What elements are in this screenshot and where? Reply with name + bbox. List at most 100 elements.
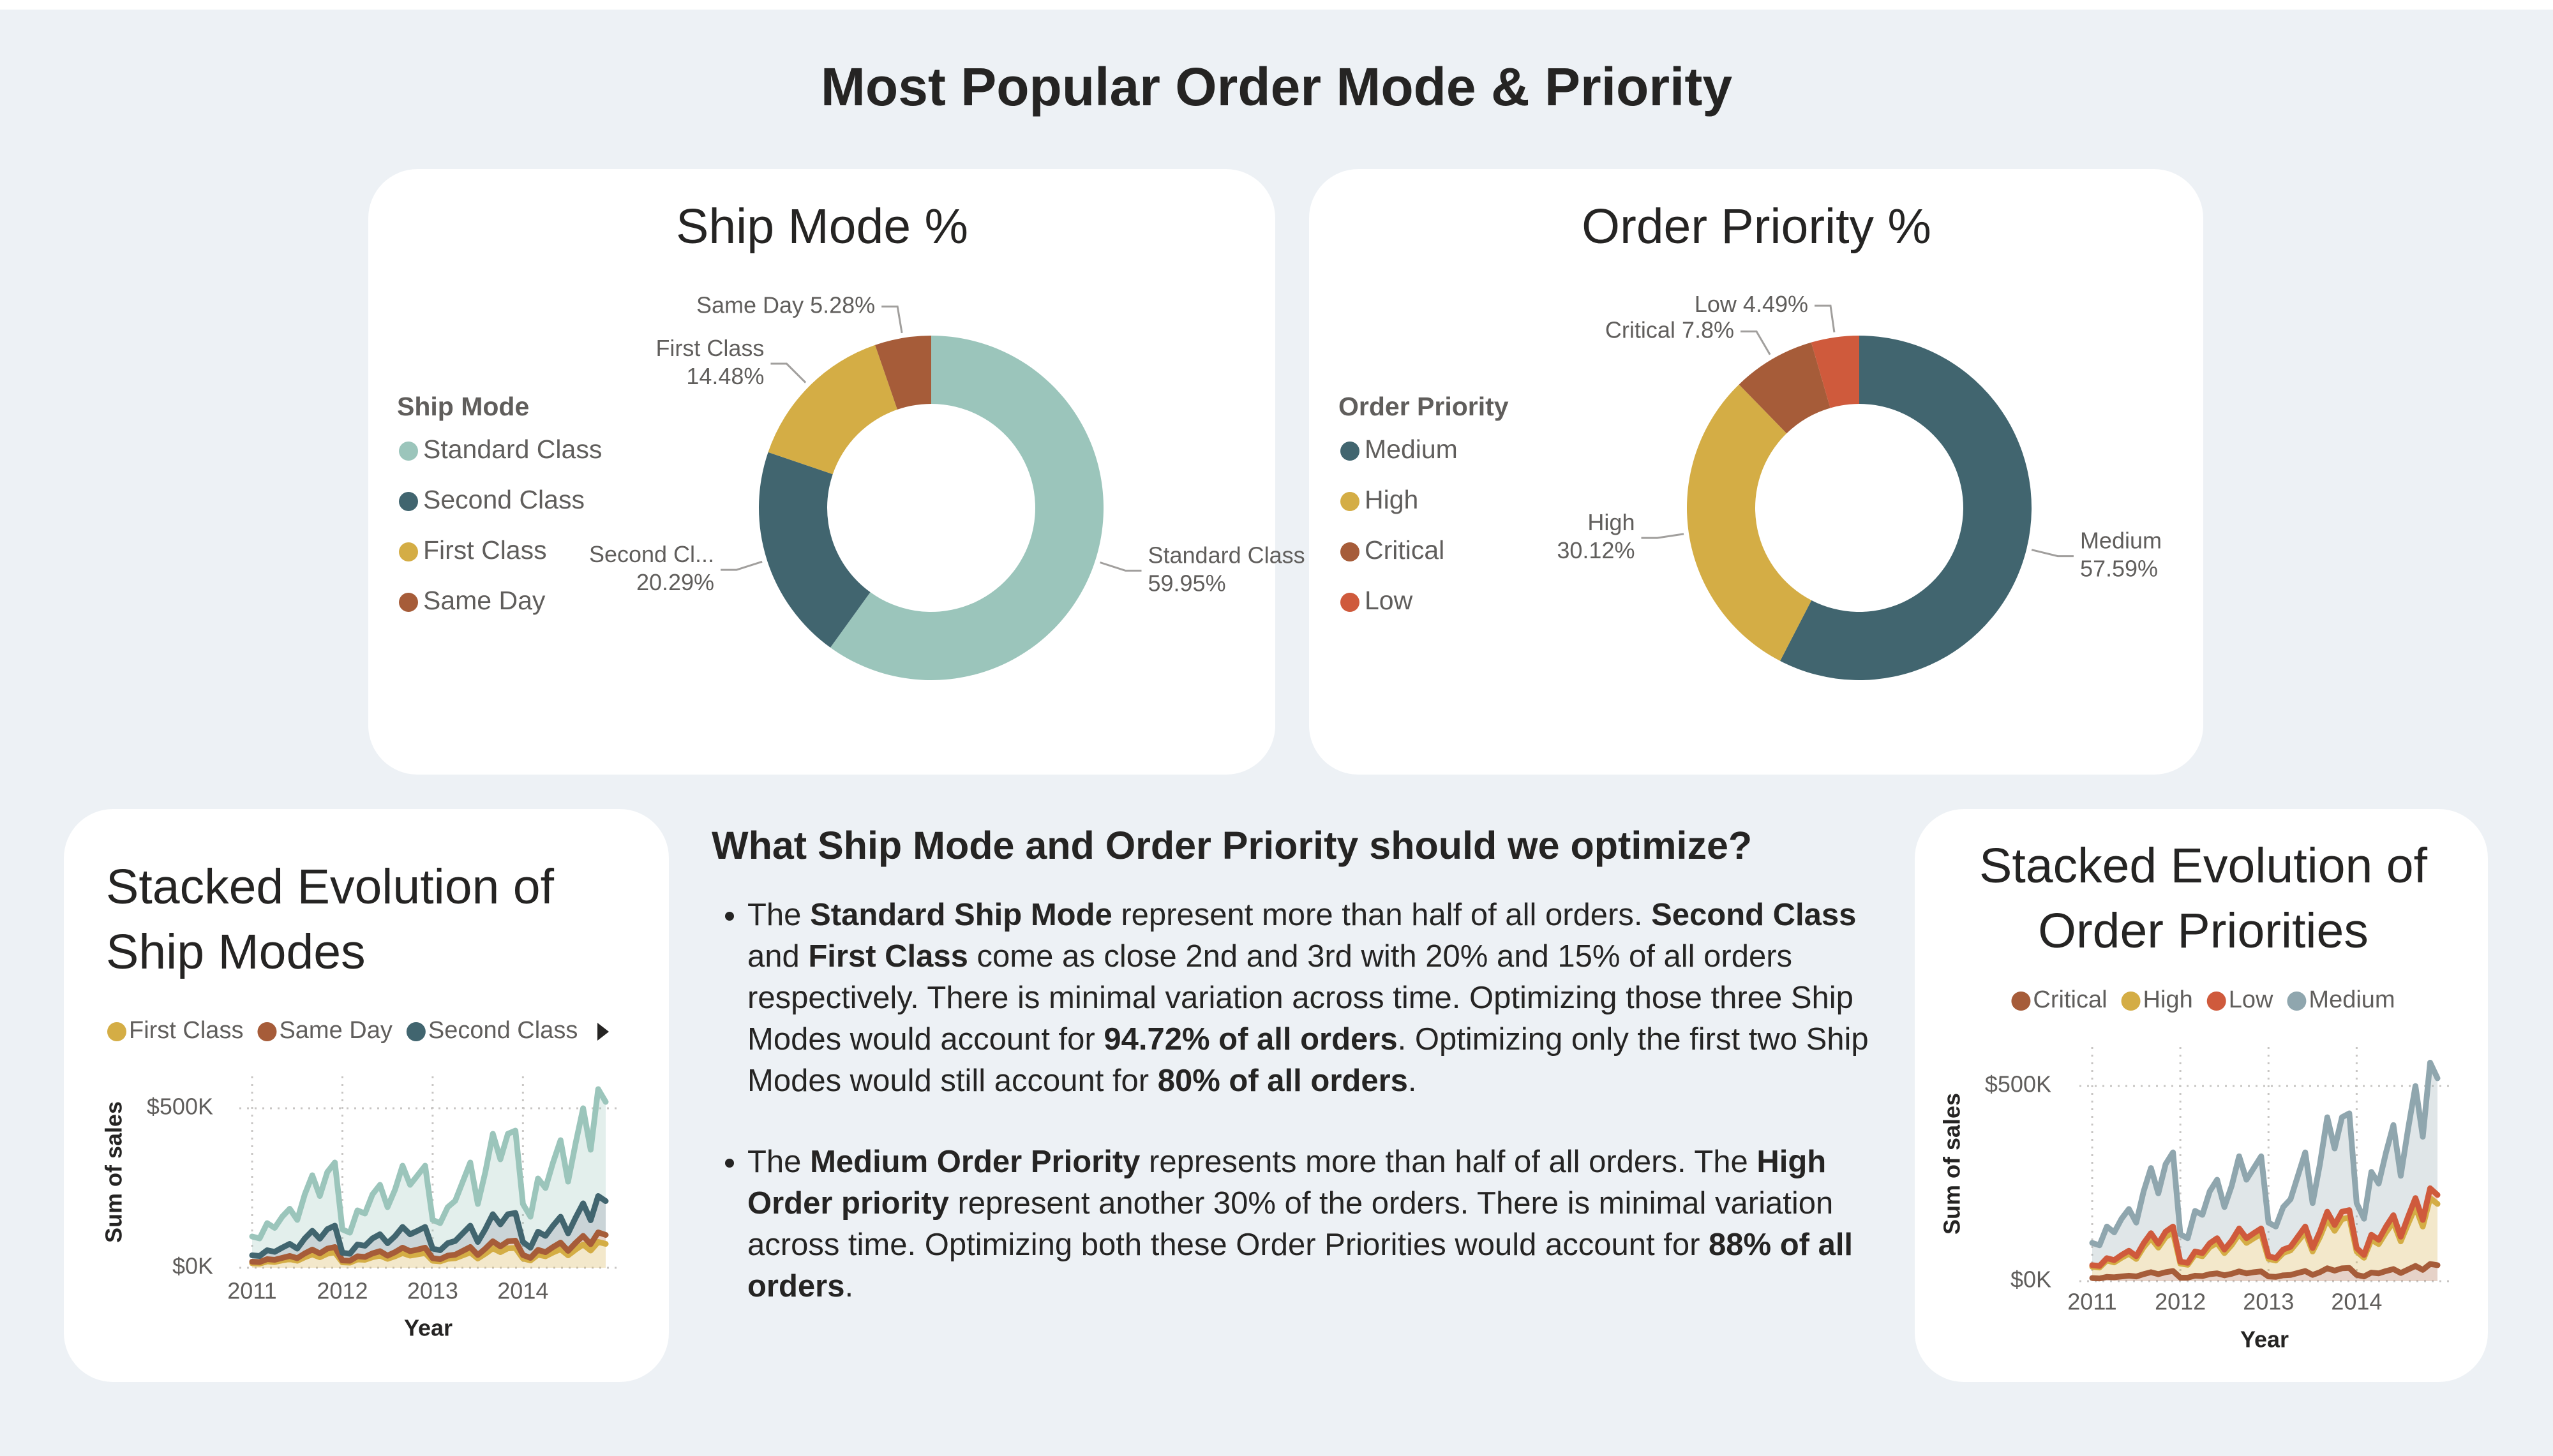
bullet: The Medium Order Priority represents mor…: [747, 1141, 1880, 1307]
donut-slice: [875, 336, 931, 410]
legend-label: First Class: [423, 535, 547, 565]
x-tick-label: 2013: [2243, 1289, 2294, 1315]
chart-title: Stacked Evolution of Ship Modes: [106, 859, 554, 979]
bold-text: 94.72% of all orders: [1104, 1022, 1398, 1057]
leader-line: [2031, 549, 2074, 558]
page-title: Most Popular Order Mode & Priority: [821, 57, 1732, 117]
y-tick-label: $0K: [2010, 1267, 2051, 1293]
legend-label: Medium: [2309, 986, 2395, 1013]
legend-scroll-arrow: [597, 1023, 609, 1041]
bullet-list: The Standard Ship Mode represent more th…: [712, 895, 1880, 1307]
x-tick-label: 2012: [2155, 1289, 2206, 1315]
data-label-name: Low: [1695, 291, 1737, 317]
text-run: represent another 30% of the orders. The…: [747, 1186, 1834, 1262]
x-tick-label: 2014: [2331, 1289, 2382, 1315]
data-label-name: Critical: [1605, 316, 1675, 343]
legend-label: Standard Class: [423, 435, 602, 464]
data-label-value: 30.12%: [1557, 537, 1635, 563]
legend-marker: [257, 1022, 277, 1041]
text-run: .: [844, 1269, 854, 1304]
data-label: Same Day 5.28%: [696, 292, 875, 318]
legend-label: Same Day: [423, 586, 546, 615]
chart-title: Stacked Evolution of Order Priorities: [1979, 838, 2427, 958]
data-label-value: 57.59%: [2080, 555, 2158, 581]
data-label: First Class 14.48%: [655, 335, 764, 389]
y-tick-label: $0K: [172, 1253, 213, 1279]
data-label-value: 5.28%: [810, 292, 875, 318]
text-run: The: [747, 1145, 811, 1179]
leader-line: [1100, 561, 1142, 572]
legend-label: Low: [2229, 986, 2273, 1013]
legend-marker: [1340, 593, 1359, 612]
legend-label: Critical: [1365, 535, 1444, 565]
data-label-name: High: [1587, 509, 1635, 535]
text-box-title: What Ship Mode and Order Priority should…: [712, 824, 1753, 867]
y-tick-label: $500K: [147, 1094, 213, 1120]
legend-marker: [399, 442, 418, 461]
y-tick-label: $500K: [1985, 1071, 2051, 1097]
data-label-value: 4.49%: [1743, 291, 1808, 317]
y-axis-title: Sum of sales: [1939, 1093, 1965, 1235]
legend-label: Low: [1365, 586, 1413, 615]
bullet: The Standard Ship Mode represent more th…: [747, 895, 1880, 1102]
data-label: Standard Class 59.95%: [1148, 542, 1305, 596]
donut-slice: [1687, 384, 1812, 661]
x-tick-label: 2011: [2067, 1289, 2116, 1315]
data-label: Low 4.49%: [1695, 291, 1808, 317]
data-label-name: Same Day: [696, 292, 804, 318]
leader-line: [1741, 330, 1771, 355]
data-label-value: 14.48%: [686, 363, 764, 389]
bold-text: Second Class: [1651, 898, 1857, 932]
text-run: represents more than half of all orders.…: [1140, 1145, 1757, 1179]
x-tick-label: 2011: [227, 1278, 276, 1304]
legend-label: Same Day: [279, 1017, 392, 1044]
legend-label: Medium: [1365, 435, 1458, 464]
text-run: represent more than half of all orders.: [1112, 898, 1652, 932]
series-line: [249, 1193, 609, 1259]
series-line: [2089, 1059, 2441, 1249]
donut-slice: [830, 336, 1104, 680]
x-axis-title: Year: [2240, 1326, 2289, 1353]
legend-label: High: [1365, 485, 1418, 514]
text-run: .: [1407, 1064, 1417, 1098]
data-label: Critical 7.8%: [1605, 316, 1734, 343]
donut-slice: [1739, 342, 1831, 434]
y-axis-title: Sum of sales: [101, 1101, 127, 1243]
legend-title: Order Priority: [1338, 392, 1509, 421]
legend-marker: [1340, 442, 1359, 461]
bold-text: High Order priority: [747, 1145, 1827, 1221]
x-tick-label: 2012: [317, 1278, 368, 1304]
text-run: . Optimizing only the first two Ship Mod…: [747, 1022, 1869, 1098]
donut-slice: [1780, 336, 2032, 680]
legend-marker: [2287, 992, 2307, 1011]
leader-line: [1641, 533, 1684, 539]
bold-text: Medium Order Priority: [810, 1145, 1141, 1179]
data-label: High 30.12%: [1557, 509, 1635, 563]
text-run: The: [747, 898, 811, 932]
data-label-name: Medium: [2080, 527, 2162, 553]
donut-slice: [1811, 336, 1859, 408]
bold-text: 80% of all orders: [1157, 1064, 1408, 1098]
leader-line: [770, 362, 807, 383]
legend-title: Ship Mode: [397, 392, 529, 421]
bold-text: First Class: [808, 939, 968, 974]
bold-text: Standard Ship Mode: [810, 898, 1112, 932]
series-line: [249, 1229, 609, 1265]
data-label-name: First Class: [655, 335, 764, 361]
legend-marker: [2121, 992, 2141, 1011]
data-label-value: 20.29%: [636, 569, 714, 595]
legend-label: First Class: [129, 1017, 243, 1044]
donut-slice: [768, 345, 897, 475]
card: [64, 809, 669, 1382]
bold-text: 88% of all orders: [747, 1228, 1853, 1304]
legend-marker: [2206, 992, 2226, 1011]
leader-line: [721, 560, 763, 571]
legend-marker: [107, 1022, 126, 1041]
legend-marker: [399, 492, 418, 511]
data-label-value: 59.95%: [1148, 570, 1225, 596]
chart-title: Ship Mode %: [676, 199, 968, 254]
chart-title: Order Priority %: [1582, 199, 1931, 254]
card: [1915, 809, 2488, 1382]
